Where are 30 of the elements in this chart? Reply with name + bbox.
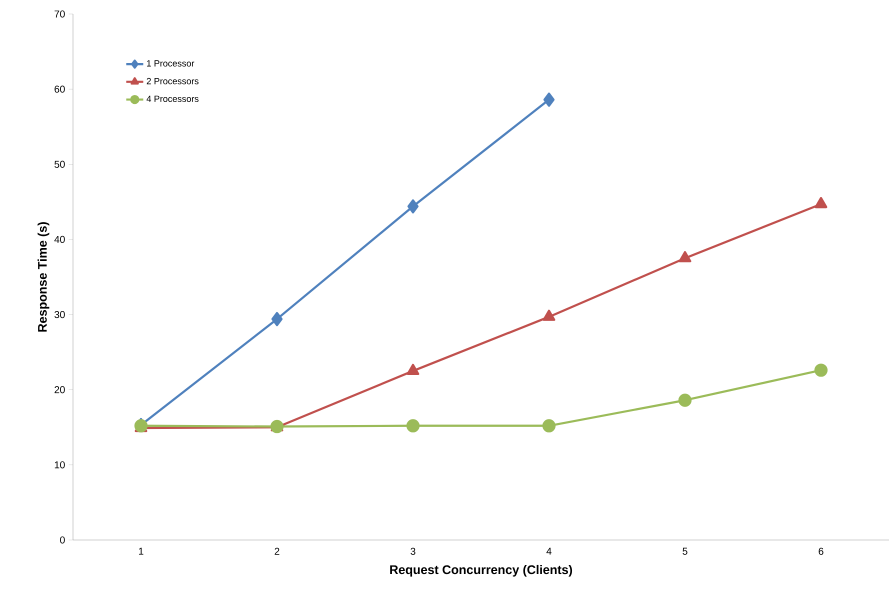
x-tick-label: 4 <box>546 548 552 555</box>
point <box>407 199 419 214</box>
point <box>814 197 828 208</box>
point <box>542 310 556 321</box>
y-tick-label: 40 <box>54 236 65 243</box>
legend-label: 1 Processor <box>147 60 194 67</box>
x-tick-label: 3 <box>410 548 416 555</box>
y-tick-label: 60 <box>54 86 65 93</box>
point <box>678 251 692 262</box>
x-tick-label: 5 <box>682 548 688 555</box>
y-tick-label: 70 <box>54 10 65 18</box>
point <box>406 419 420 432</box>
legend-label: 4 Processors <box>146 96 199 102</box>
y-tick-label: 50 <box>54 160 65 168</box>
y-tick-label: 20 <box>54 386 65 394</box>
x-axis-title: Request Concurrency (Clients) <box>390 564 572 577</box>
point <box>814 364 828 377</box>
x-tick-label: 6 <box>818 548 824 555</box>
legend-label: 2 Processors <box>146 78 199 84</box>
x-tick-label: 2 <box>274 548 280 555</box>
point <box>542 419 556 432</box>
y-tick-label: 10 <box>54 461 65 468</box>
point <box>543 92 555 107</box>
y-tick-label: 0 <box>60 536 65 544</box>
point <box>271 312 283 326</box>
point <box>678 394 692 407</box>
y-tick-label: 30 <box>54 311 65 318</box>
point <box>406 364 420 376</box>
x-tick-label: 1 <box>138 548 144 555</box>
y-axis-title: Response Time (s) <box>38 222 50 332</box>
